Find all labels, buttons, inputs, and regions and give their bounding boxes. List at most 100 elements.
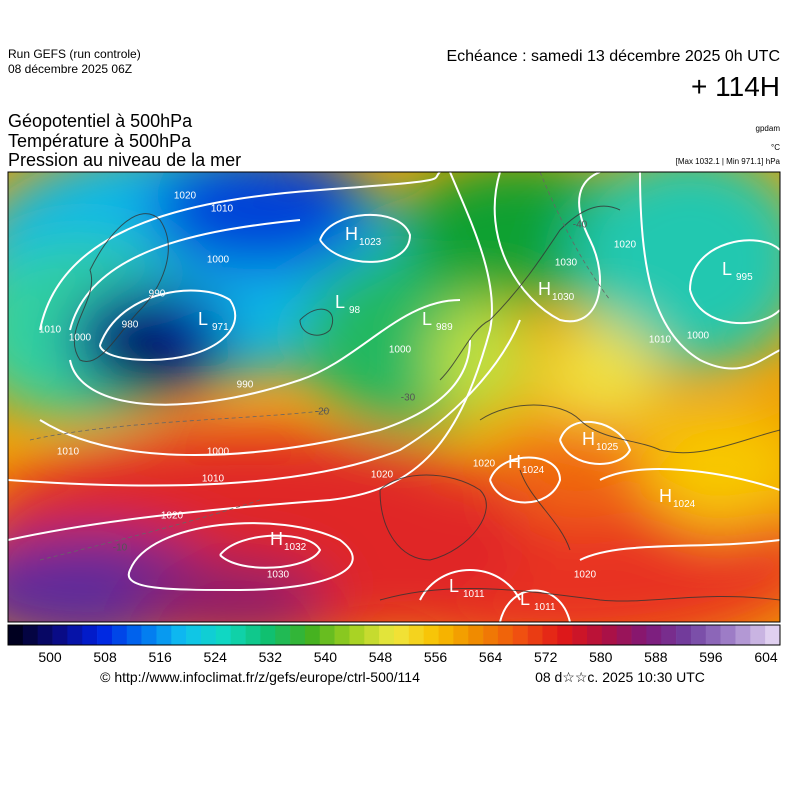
colorbar-swatch: [512, 625, 528, 645]
pressure-center-value: 1032: [284, 542, 307, 553]
colorbar-swatch: [156, 625, 172, 645]
contour-label: 1010: [202, 474, 225, 485]
colorbar-swatch: [646, 625, 662, 645]
pressure-center-type: H: [538, 279, 551, 299]
colorbar-swatch: [468, 625, 484, 645]
pressure-center-value: 1024: [522, 465, 545, 476]
colorbar-swatch: [661, 625, 677, 645]
contour-label: -30: [401, 393, 416, 404]
contour-label: 1030: [555, 258, 578, 269]
colorbar-swatch: [97, 625, 113, 645]
colorbar-swatch: [438, 625, 454, 645]
colorbar-tick-label: 524: [204, 649, 228, 665]
colorbar-tick-label: 508: [93, 649, 117, 665]
colorbar-swatch: [260, 625, 276, 645]
valid-time: Echéance : samedi 13 décembre 2025 0h UT…: [446, 48, 780, 65]
colorbar-tick-label: 588: [644, 649, 668, 665]
colorbar-swatch: [527, 625, 543, 645]
colorbar-swatch: [230, 625, 246, 645]
pressure-center-value: 1024: [673, 499, 696, 510]
colorbar-swatch: [601, 625, 617, 645]
map-frame: [7, 171, 781, 623]
pressure-center-value: 995: [736, 272, 753, 283]
colorbar-swatch: [8, 625, 24, 645]
colorbar: 500 508 516 524 532 540 548 556 564 572 580 588 596 6…: [7, 624, 781, 665]
colorbar-swatch: [334, 625, 350, 645]
contour-label: 1000: [687, 331, 710, 342]
colorbar-tick-label: 604: [754, 649, 778, 665]
colorbar-swatch: [483, 625, 499, 645]
issue-date: 08 d☆☆c. 2025 10:30 UTC: [535, 669, 705, 685]
colorbar-swatch: [201, 625, 217, 645]
colorbar-swatch: [690, 625, 707, 645]
colorbar-swatch: [111, 625, 128, 645]
colorbar-swatch: [349, 625, 365, 645]
field-name: Pression au niveau de la mer: [8, 150, 241, 170]
pressure-center-type: L: [722, 259, 732, 279]
colorbar-tick-label: 556: [424, 649, 448, 665]
contour-label: -20: [315, 407, 330, 418]
unit: °C: [771, 143, 780, 152]
colorbar-swatch: [408, 625, 424, 645]
pressure-center-value: 971: [212, 322, 229, 333]
contour-label: 1010: [39, 325, 62, 336]
colorbar-tick-label: 516: [148, 649, 172, 665]
colorbar-swatch: [453, 625, 469, 645]
pressure-center-value: 989: [436, 322, 453, 333]
run-date: 08 décembre 2025 06Z: [8, 62, 132, 76]
colorbar-swatch: [497, 625, 514, 645]
contour-label: 1020: [614, 240, 637, 251]
colorbar-swatch: [67, 625, 83, 645]
colorbar-swatch: [245, 625, 261, 645]
pressure-center-value: 1011: [463, 589, 485, 600]
unit: gpdam: [756, 124, 781, 133]
contour-label: 1020: [174, 191, 197, 202]
pressure-center-type: L: [335, 292, 345, 312]
source-url: © http://www.infoclimat.fr/z/gefs/europe…: [100, 669, 420, 685]
colorbar-swatch: [215, 625, 231, 645]
colorbar-frame: [7, 624, 781, 646]
colorbar-swatch: [735, 625, 751, 645]
contour-label: 1020: [574, 570, 597, 581]
colorbar-swatch: [676, 625, 692, 645]
contour-label: 1000: [389, 345, 412, 356]
contour-labels: 1020 1010 1000 990 980 1010 1000 990 100…: [39, 191, 710, 581]
contour-label: 990: [237, 380, 254, 391]
contour-label: 1010: [211, 204, 234, 215]
contour-label: 1020: [473, 459, 496, 470]
colorbar-swatch: [52, 625, 68, 645]
colorbar-swatch: [364, 625, 380, 645]
colorbar-swatch: [141, 625, 157, 645]
colorbar-tick-label: 500: [38, 649, 62, 665]
colorbar-tick-label: 596: [699, 649, 723, 665]
colorbar-swatch: [319, 625, 335, 645]
colorbar-swatch: [171, 625, 187, 645]
unit: [Max 1032.1 | Min 971.1] hPa: [676, 157, 781, 166]
colorbar-swatch: [705, 625, 721, 645]
colorbar-swatch: [82, 625, 98, 645]
colorbar-swatch: [616, 625, 632, 645]
colorbar-swatch: [37, 625, 53, 645]
pressure-center-type: L: [520, 589, 530, 609]
pressure-center-type: H: [659, 486, 672, 506]
colorbar-swatch: [379, 625, 395, 645]
colorbar-swatch: [290, 625, 306, 645]
pressure-center-value: 1030: [552, 292, 575, 303]
contour-label: 1010: [649, 335, 672, 346]
lead-time: + 114H: [691, 71, 780, 102]
pressure-center-value: 1011: [534, 602, 556, 613]
colorbar-swatch: [186, 625, 202, 645]
colorbar-swatch: [720, 625, 736, 645]
colorbar-swatch: [587, 625, 603, 645]
colorbar-swatch: [22, 625, 38, 645]
contour-label: 990: [149, 289, 166, 300]
colorbar-swatch: [275, 625, 291, 645]
contour-label: 1030: [267, 570, 290, 581]
colorbar-swatch: [572, 625, 588, 645]
pressure-center-type: L: [449, 576, 459, 596]
colorbar-swatch: [394, 625, 410, 645]
pressure-center-type: H: [345, 224, 358, 244]
